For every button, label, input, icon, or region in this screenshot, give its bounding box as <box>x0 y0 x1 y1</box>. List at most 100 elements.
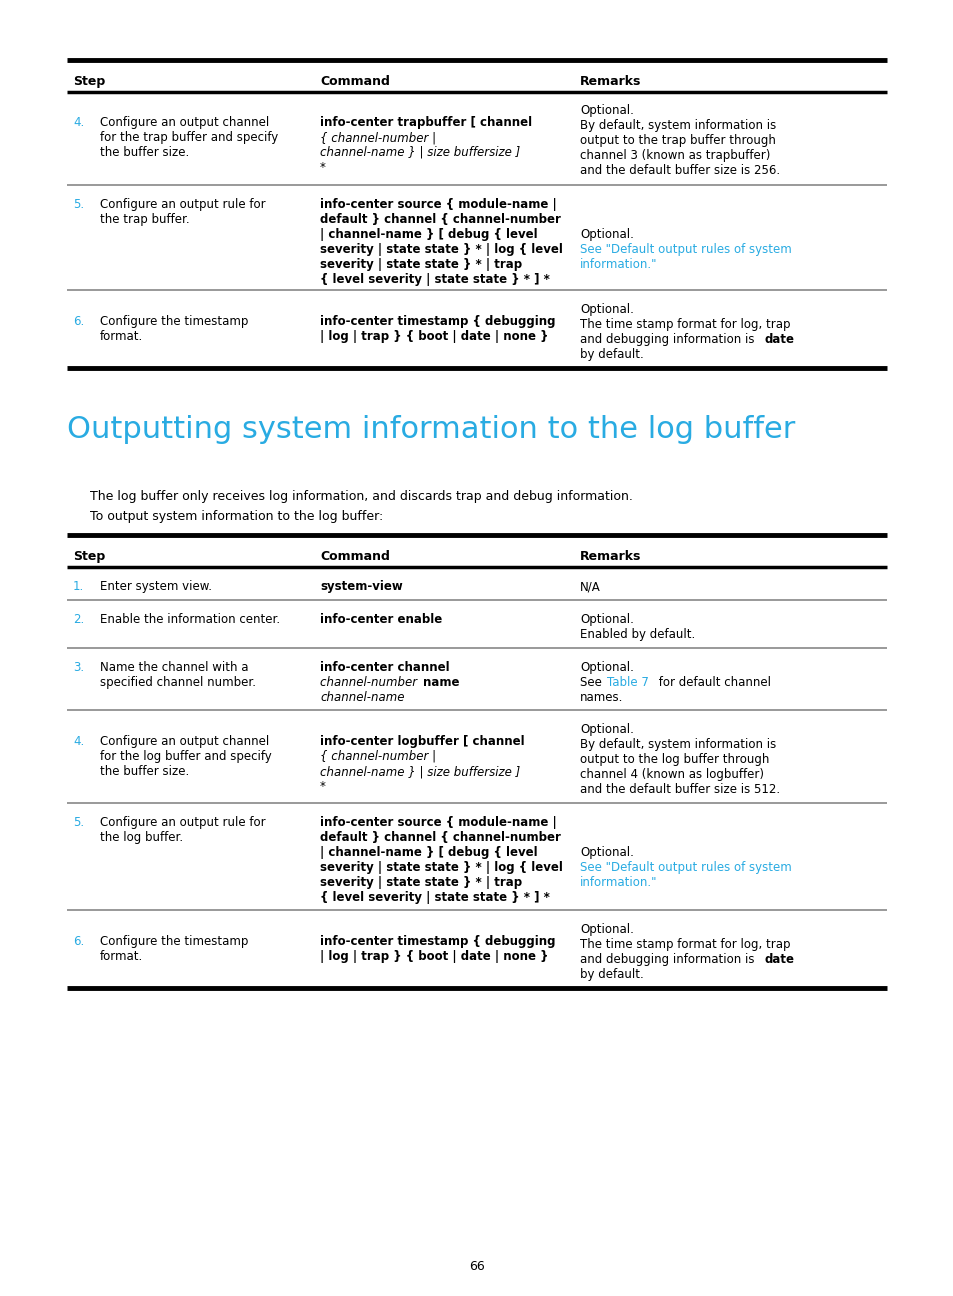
Text: 5.: 5. <box>73 198 84 211</box>
Text: Remarks: Remarks <box>579 75 640 88</box>
Text: and debugging information is: and debugging information is <box>579 953 754 966</box>
Text: channel-number: channel-number <box>319 677 420 689</box>
Text: Optional.: Optional. <box>579 923 633 936</box>
Text: *: * <box>319 780 326 793</box>
Text: | log | trap } { boot | date | none }: | log | trap } { boot | date | none } <box>319 950 548 963</box>
Text: Name the channel with a: Name the channel with a <box>100 661 248 674</box>
Text: channel 3 (known as trapbuffer): channel 3 (known as trapbuffer) <box>579 149 770 162</box>
Text: default } channel { channel-number: default } channel { channel-number <box>319 213 560 226</box>
Text: Optional.: Optional. <box>579 303 633 316</box>
Text: 2.: 2. <box>73 613 84 626</box>
Text: for default channel: for default channel <box>655 677 770 689</box>
Text: N/A: N/A <box>579 581 600 594</box>
Text: info-center channel: info-center channel <box>319 661 449 674</box>
Text: info-center timestamp { debugging: info-center timestamp { debugging <box>319 315 555 328</box>
Text: and debugging information is: and debugging information is <box>579 333 754 346</box>
Text: channel-name } | size buffersize ]: channel-name } | size buffersize ] <box>319 146 519 159</box>
Text: Enabled by default.: Enabled by default. <box>579 629 695 642</box>
Text: Optional.: Optional. <box>579 228 633 241</box>
Text: Step: Step <box>73 75 105 88</box>
Text: Optional.: Optional. <box>579 104 633 117</box>
Text: date: date <box>764 953 794 966</box>
Text: info-center timestamp { debugging: info-center timestamp { debugging <box>319 934 555 947</box>
Text: 4.: 4. <box>73 735 84 748</box>
Text: See "Default output rules of system: See "Default output rules of system <box>579 244 791 257</box>
Text: 1.: 1. <box>73 581 84 594</box>
Text: channel 4 (known as logbuffer): channel 4 (known as logbuffer) <box>579 769 763 781</box>
Text: The time stamp format for log, trap: The time stamp format for log, trap <box>579 938 790 951</box>
Text: Configure the timestamp: Configure the timestamp <box>100 315 248 328</box>
Text: for the log buffer and specify: for the log buffer and specify <box>100 750 272 763</box>
Text: By default, system information is: By default, system information is <box>579 737 776 750</box>
Text: by default.: by default. <box>579 968 643 981</box>
Text: { channel-number |: { channel-number | <box>319 750 436 763</box>
Text: name: name <box>422 677 459 689</box>
Text: Optional.: Optional. <box>579 846 633 859</box>
Text: Configure the timestamp: Configure the timestamp <box>100 934 248 947</box>
Text: the buffer size.: the buffer size. <box>100 765 189 778</box>
Text: | channel-name } [ debug { level: | channel-name } [ debug { level <box>319 846 537 859</box>
Text: default } channel { channel-number: default } channel { channel-number <box>319 831 560 844</box>
Text: See: See <box>579 677 605 689</box>
Text: 4.: 4. <box>73 117 84 130</box>
Text: Enable the information center.: Enable the information center. <box>100 613 280 626</box>
Text: names.: names. <box>579 691 622 704</box>
Text: info-center enable: info-center enable <box>319 613 442 626</box>
Text: Configure an output rule for: Configure an output rule for <box>100 816 265 829</box>
Text: info-center source { module-name |: info-center source { module-name | <box>319 198 557 211</box>
Text: 5.: 5. <box>73 816 84 829</box>
Text: Command: Command <box>319 75 390 88</box>
Text: format.: format. <box>100 330 143 343</box>
Text: | channel-name } [ debug { level: | channel-name } [ debug { level <box>319 228 537 241</box>
Text: severity | state state } * | trap: severity | state state } * | trap <box>319 258 521 271</box>
Text: for the trap buffer and specify: for the trap buffer and specify <box>100 131 278 144</box>
Text: info-center trapbuffer [ channel: info-center trapbuffer [ channel <box>319 117 532 130</box>
Text: Command: Command <box>319 550 390 562</box>
Text: system-view: system-view <box>319 581 402 594</box>
Text: To output system information to the log buffer:: To output system information to the log … <box>90 511 383 524</box>
Text: the log buffer.: the log buffer. <box>100 831 183 844</box>
Text: Enter system view.: Enter system view. <box>100 581 212 594</box>
Text: info-center logbuffer [ channel: info-center logbuffer [ channel <box>319 735 524 748</box>
Text: | log | trap } { boot | date | none }: | log | trap } { boot | date | none } <box>319 330 548 343</box>
Text: See "Default output rules of system: See "Default output rules of system <box>579 861 791 874</box>
Text: by default.: by default. <box>579 349 643 362</box>
Text: Optional.: Optional. <box>579 613 633 626</box>
Text: The log buffer only receives log information, and discards trap and debug inform: The log buffer only receives log informa… <box>90 490 632 503</box>
Text: the trap buffer.: the trap buffer. <box>100 213 190 226</box>
Text: 66: 66 <box>469 1260 484 1273</box>
Text: Optional.: Optional. <box>579 723 633 736</box>
Text: output to the log buffer through: output to the log buffer through <box>579 753 768 766</box>
Text: { level severity | state state } * ] *: { level severity | state state } * ] * <box>319 892 549 905</box>
Text: 3.: 3. <box>73 661 84 674</box>
Text: Configure an output rule for: Configure an output rule for <box>100 198 265 211</box>
Text: information.": information." <box>579 258 657 271</box>
Text: Table 7: Table 7 <box>606 677 648 689</box>
Text: { level severity | state state } * ] *: { level severity | state state } * ] * <box>319 273 549 286</box>
Text: information.": information." <box>579 876 657 889</box>
Text: specified channel number.: specified channel number. <box>100 677 255 689</box>
Text: 6.: 6. <box>73 934 84 947</box>
Text: the buffer size.: the buffer size. <box>100 146 189 159</box>
Text: Step: Step <box>73 550 105 562</box>
Text: *: * <box>319 161 326 174</box>
Text: output to the trap buffer through: output to the trap buffer through <box>579 133 775 146</box>
Text: severity | state state } * | log { level: severity | state state } * | log { level <box>319 861 562 874</box>
Text: info-center source { module-name |: info-center source { module-name | <box>319 816 557 829</box>
Text: severity | state state } * | trap: severity | state state } * | trap <box>319 876 521 889</box>
Text: channel-name } | size buffersize ]: channel-name } | size buffersize ] <box>319 765 519 778</box>
Text: By default, system information is: By default, system information is <box>579 119 776 132</box>
Text: { channel-number |: { channel-number | <box>319 131 436 144</box>
Text: 6.: 6. <box>73 315 84 328</box>
Text: and the default buffer size is 256.: and the default buffer size is 256. <box>579 165 780 178</box>
Text: Outputting system information to the log buffer: Outputting system information to the log… <box>67 415 795 445</box>
Text: channel-name: channel-name <box>319 691 404 704</box>
Text: Optional.: Optional. <box>579 661 633 674</box>
Text: and the default buffer size is 512.: and the default buffer size is 512. <box>579 783 780 796</box>
Text: Configure an output channel: Configure an output channel <box>100 735 269 748</box>
Text: Remarks: Remarks <box>579 550 640 562</box>
Text: Configure an output channel: Configure an output channel <box>100 117 269 130</box>
Text: severity | state state } * | log { level: severity | state state } * | log { level <box>319 244 562 257</box>
Text: format.: format. <box>100 950 143 963</box>
Text: date: date <box>764 333 794 346</box>
